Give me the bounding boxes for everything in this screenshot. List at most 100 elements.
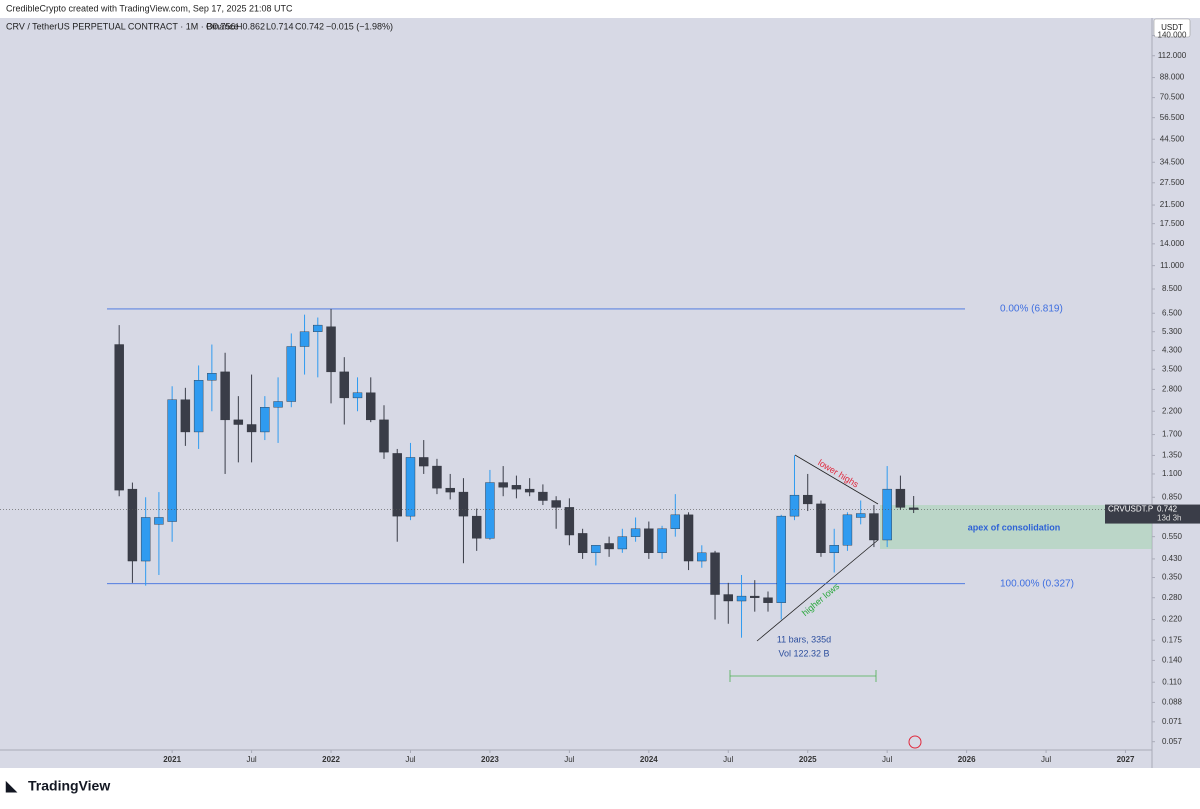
candle-body — [405, 457, 416, 517]
candle-body — [352, 392, 363, 399]
candle-body — [246, 424, 257, 433]
candle-body — [445, 487, 455, 493]
candle-body — [154, 517, 164, 525]
candle-body — [180, 399, 191, 433]
candle-body — [577, 533, 588, 554]
y-tick-label: 1.350 — [1162, 451, 1183, 460]
currency[interactable]: USDT — [1161, 23, 1183, 32]
candle-body — [366, 392, 376, 421]
candle-body — [286, 346, 297, 402]
plot-background — [0, 18, 1152, 750]
candle-body — [419, 457, 429, 467]
candle-body — [617, 536, 628, 550]
candle-body — [432, 465, 442, 489]
candle-body — [842, 514, 853, 546]
candle-body — [750, 595, 760, 598]
x-tick-label: 2026 — [958, 755, 976, 764]
legend-open: O0.756 — [206, 21, 236, 31]
candle-body — [736, 595, 747, 602]
candle-body — [683, 514, 694, 562]
candle-body — [591, 545, 601, 554]
candle-body — [829, 545, 839, 554]
candle-body — [498, 482, 508, 488]
candle-body — [697, 552, 707, 562]
candle-body — [379, 419, 389, 453]
candle-body — [524, 488, 535, 493]
y-tick-label: 70.500 — [1160, 93, 1185, 102]
candle-body — [644, 528, 654, 554]
candle-body — [789, 494, 800, 517]
x-tick-label: 2025 — [799, 755, 817, 764]
y-tick-label: 6.500 — [1162, 308, 1183, 317]
candle-body — [140, 517, 151, 562]
range-volume: Vol 122.32 B — [778, 648, 829, 658]
x-tick-label: 2024 — [640, 755, 658, 764]
y-tick-label: 0.088 — [1162, 698, 1183, 707]
candle-body — [511, 485, 522, 490]
candle-body — [127, 488, 138, 562]
y-tick-label: 3.500 — [1162, 364, 1183, 373]
candle-body — [193, 380, 204, 433]
y-tick-label: 0.071 — [1162, 717, 1183, 726]
y-tick-label: 8.500 — [1162, 284, 1183, 293]
legend-high: H0.862 — [236, 21, 265, 31]
brand: TradingView — [28, 778, 110, 794]
y-tick-label: 0.057 — [1162, 737, 1183, 746]
candle-body — [233, 419, 244, 425]
candle-body — [260, 407, 270, 433]
y-tick-label: 2.200 — [1162, 406, 1183, 415]
y-tick-label: 112.000 — [1158, 51, 1187, 60]
candle-body — [908, 507, 919, 510]
candle-body — [855, 513, 866, 518]
candle-body — [882, 488, 892, 541]
y-tick-label: 27.500 — [1160, 178, 1185, 187]
candle-body — [564, 507, 575, 536]
x-tick-label: 2027 — [1117, 755, 1135, 764]
y-tick-label: 88.000 — [1160, 73, 1185, 82]
y-tick-label: 0.175 — [1162, 635, 1183, 644]
candle-body — [458, 491, 469, 517]
candle-body — [471, 515, 482, 539]
y-tick-label: 2.800 — [1162, 385, 1183, 394]
y-tick-label: 140.000 — [1158, 31, 1187, 40]
candle-body — [803, 494, 813, 505]
last-price: 0.742 — [1157, 505, 1178, 514]
y-tick-label: 5.300 — [1162, 327, 1183, 336]
y-tick-label: 0.850 — [1162, 492, 1183, 501]
candle-body — [114, 344, 124, 491]
candle-body — [220, 371, 230, 421]
candle-body — [723, 594, 733, 602]
candle-body — [485, 482, 495, 539]
candle-body — [657, 528, 667, 554]
x-tick-label: Jul — [882, 755, 892, 764]
candle-body — [207, 373, 217, 381]
y-tick-label: 4.300 — [1162, 346, 1183, 355]
y-tick-label: 11.000 — [1160, 261, 1184, 270]
trendline-lower — [756, 539, 879, 642]
candle-body — [895, 488, 906, 508]
credit: CredibleCrypto created with TradingView.… — [6, 3, 293, 13]
y-tick-label: 1.100 — [1162, 469, 1183, 478]
event-icon[interactable] — [908, 735, 922, 749]
y-tick-label: 0.430 — [1162, 554, 1183, 563]
x-tick-label: 2021 — [163, 755, 181, 764]
y-tick-label: 0.350 — [1162, 573, 1183, 582]
symbol: CRV / TetherUS PERPETUAL CONTRACT · 1M ·… — [6, 21, 239, 31]
legend-change: −0.015 (−1.98%) — [326, 21, 393, 31]
fib-label: 0.00% (6.819) — [1000, 304, 1063, 315]
x-tick-label: Jul — [564, 755, 574, 764]
y-tick-label: 0.140 — [1162, 656, 1183, 665]
candle-body — [167, 399, 177, 522]
price-axis-background — [1152, 18, 1200, 768]
last-price-tag — [1105, 504, 1200, 524]
range-bars: 11 bars, 335d — [777, 634, 831, 644]
y-tick-label: 14.000 — [1160, 239, 1185, 248]
series-name: CRVUSDT.P — [1108, 505, 1153, 514]
legend: CRV / TetherUS PERPETUAL CONTRACT · 1M ·… — [6, 21, 393, 31]
candle-body — [538, 491, 548, 501]
candle-body — [299, 331, 310, 347]
candle-body — [816, 503, 826, 554]
y-tick-label: 44.500 — [1160, 134, 1185, 143]
currency-box[interactable] — [1153, 18, 1191, 38]
